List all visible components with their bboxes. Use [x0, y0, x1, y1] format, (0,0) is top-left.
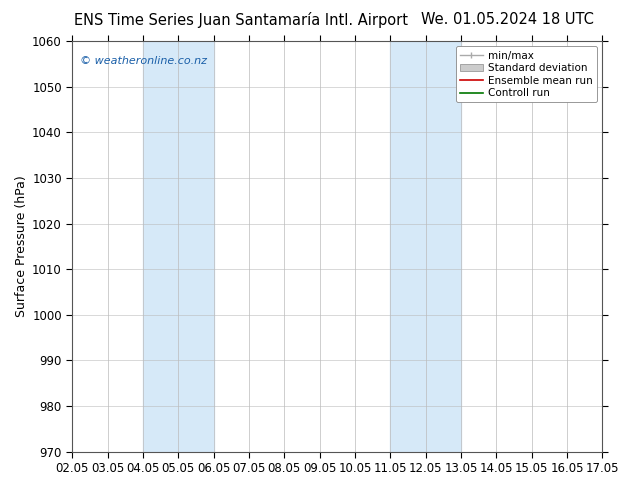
Text: ENS Time Series Juan Santamaría Intl. Airport: ENS Time Series Juan Santamaría Intl. Ai…	[74, 12, 408, 28]
Text: © weatheronline.co.nz: © weatheronline.co.nz	[81, 55, 207, 66]
Legend: min/max, Standard deviation, Ensemble mean run, Controll run: min/max, Standard deviation, Ensemble me…	[456, 47, 597, 102]
Bar	[143, 41, 214, 452]
Bar	[391, 41, 461, 452]
Text: We. 01.05.2024 18 UTC: We. 01.05.2024 18 UTC	[421, 12, 593, 27]
Y-axis label: Surface Pressure (hPa): Surface Pressure (hPa)	[15, 175, 28, 317]
